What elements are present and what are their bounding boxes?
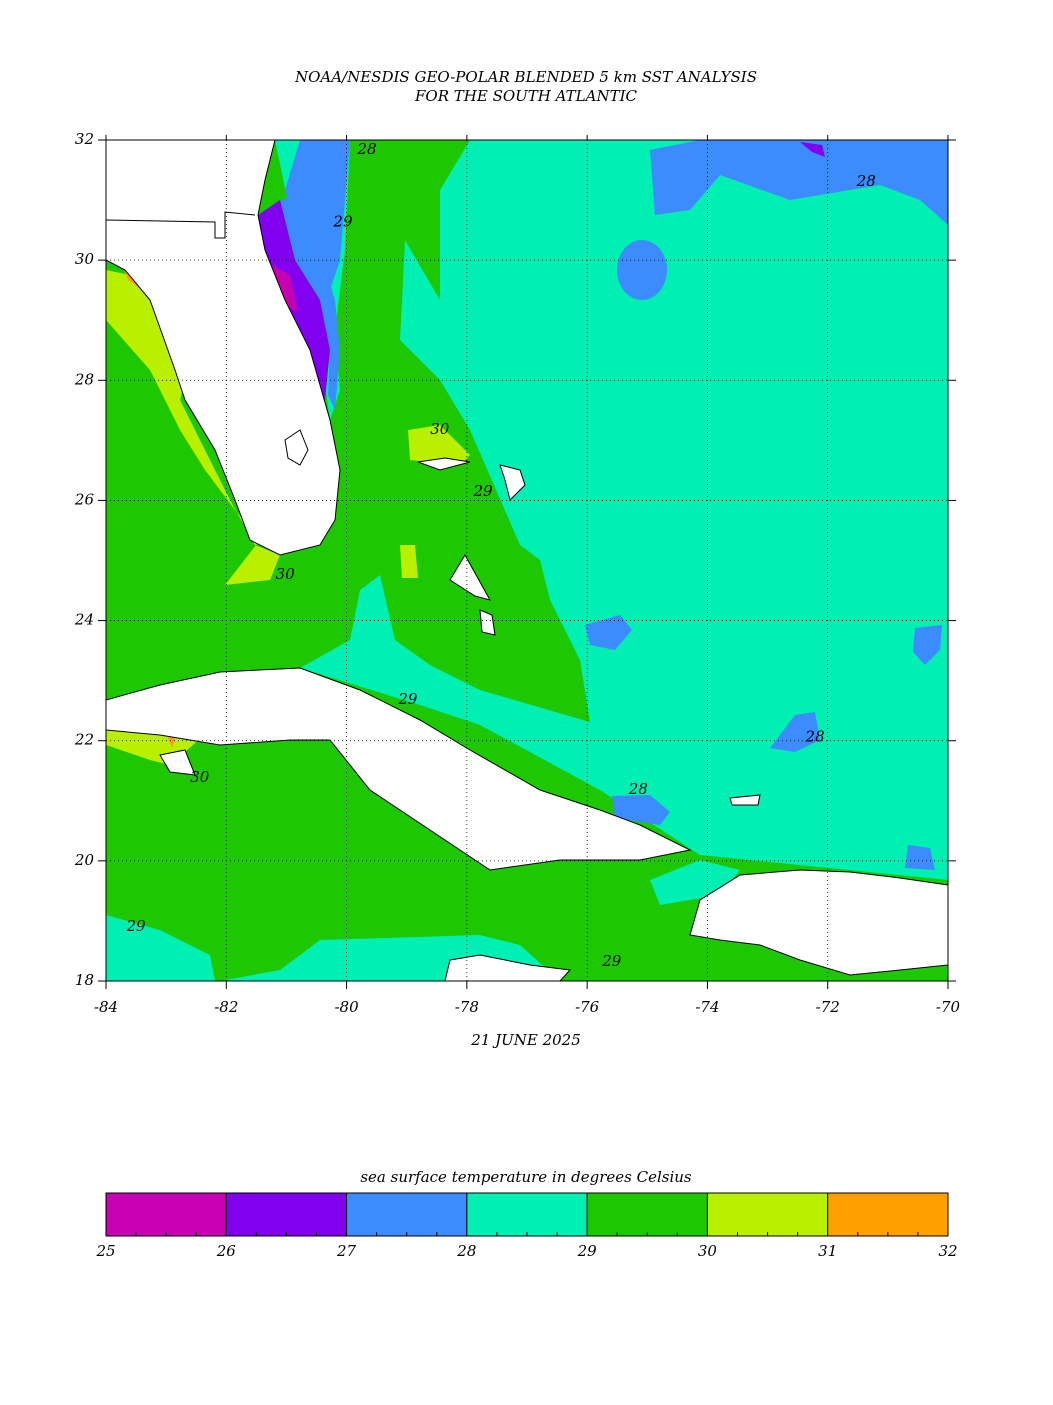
sst-region — [408, 425, 470, 465]
land — [449, 554, 492, 601]
contour-label: 28 — [628, 780, 648, 798]
sst-region — [400, 545, 418, 578]
title-line: NOAA/NESDIS GEO-POLAR BLENDED 5 km SST A… — [294, 68, 757, 86]
contour-label: 29 — [397, 690, 418, 708]
colorbar-label: 26 — [216, 1242, 237, 1260]
x-tick-label: -72 — [816, 998, 840, 1016]
colorbar-label: 29 — [577, 1242, 598, 1260]
sst-region — [300, 575, 590, 725]
land — [729, 794, 761, 806]
sst-region — [106, 270, 280, 585]
colorbar-swatch — [346, 1192, 468, 1237]
x-tick-label: -84 — [94, 998, 118, 1016]
contour-label: 29 — [126, 917, 147, 935]
land — [499, 464, 526, 501]
colorbar-label: 30 — [698, 1242, 718, 1260]
colorbar-swatch — [105, 1192, 227, 1237]
sst-map: 28 28 29 30 29 30 29 30 28 28 29 29 — [106, 140, 948, 981]
contour-label: 29 — [332, 212, 353, 230]
sst-region — [106, 915, 215, 981]
contour-label: 30 — [430, 420, 450, 438]
date-label: 21 JUNE 2025 — [470, 1031, 581, 1049]
sst-region — [617, 240, 667, 300]
land — [106, 140, 341, 556]
contour-label: 30 — [276, 565, 296, 583]
sst-region — [800, 142, 825, 157]
colorbar-label: 27 — [336, 1242, 357, 1260]
y-tick-label: 26 — [74, 490, 95, 508]
y-tick-label: 28 — [74, 370, 94, 388]
contour-label: 30 — [190, 768, 210, 786]
sst-region — [585, 615, 632, 650]
x-tick-label: -70 — [936, 998, 961, 1016]
colorbar-label: 32 — [938, 1242, 957, 1260]
sst-region — [905, 845, 935, 870]
sst-region — [770, 712, 820, 752]
sst-region — [913, 625, 942, 665]
x-tick-label: -78 — [455, 998, 479, 1016]
sst-region — [400, 140, 948, 880]
land — [284, 429, 309, 466]
land — [479, 609, 496, 636]
colorbar-swatch — [827, 1192, 949, 1237]
sst-region — [612, 795, 670, 825]
land — [444, 954, 572, 981]
colorbar-swatch — [466, 1192, 588, 1237]
y-tick-label: 18 — [75, 971, 94, 989]
title-line: FOR THE SOUTH ATLANTIC — [414, 87, 638, 105]
x-tick-label: -76 — [575, 998, 600, 1016]
x-tick-label: -82 — [214, 998, 238, 1016]
colorbar-swatch — [225, 1192, 348, 1237]
sst-region — [285, 140, 350, 290]
y-tick-label: 30 — [75, 250, 95, 268]
contour-label: 29 — [473, 482, 494, 500]
x-tick-label: -80 — [334, 998, 359, 1016]
x-tick-label: -74 — [695, 998, 719, 1016]
y-tick-label: 32 — [75, 130, 94, 148]
colorbar-label: 28 — [456, 1242, 476, 1260]
contour-label: 29 — [601, 952, 622, 970]
y-tick-label: 20 — [74, 851, 95, 869]
sst-region — [272, 265, 298, 312]
sst-region — [650, 140, 948, 225]
y-tick-label: 24 — [74, 611, 94, 629]
contour-label: 28 — [856, 172, 876, 190]
contour-label: 28 — [356, 140, 376, 158]
colorbar-swatch — [706, 1192, 829, 1237]
land — [106, 667, 692, 871]
colorbar-swatch — [586, 1192, 708, 1237]
land — [417, 457, 471, 471]
contour-label: 28 — [805, 728, 825, 746]
colorbar-label: 25 — [95, 1242, 115, 1260]
colorbar-title: sea surface temperature in degrees Celsi… — [360, 1168, 692, 1186]
land — [689, 869, 948, 976]
land — [159, 749, 196, 776]
sst-region — [280, 195, 340, 410]
border — [106, 211, 256, 239]
colorbar-label: 31 — [818, 1242, 837, 1260]
y-tick-label: 22 — [74, 731, 94, 749]
